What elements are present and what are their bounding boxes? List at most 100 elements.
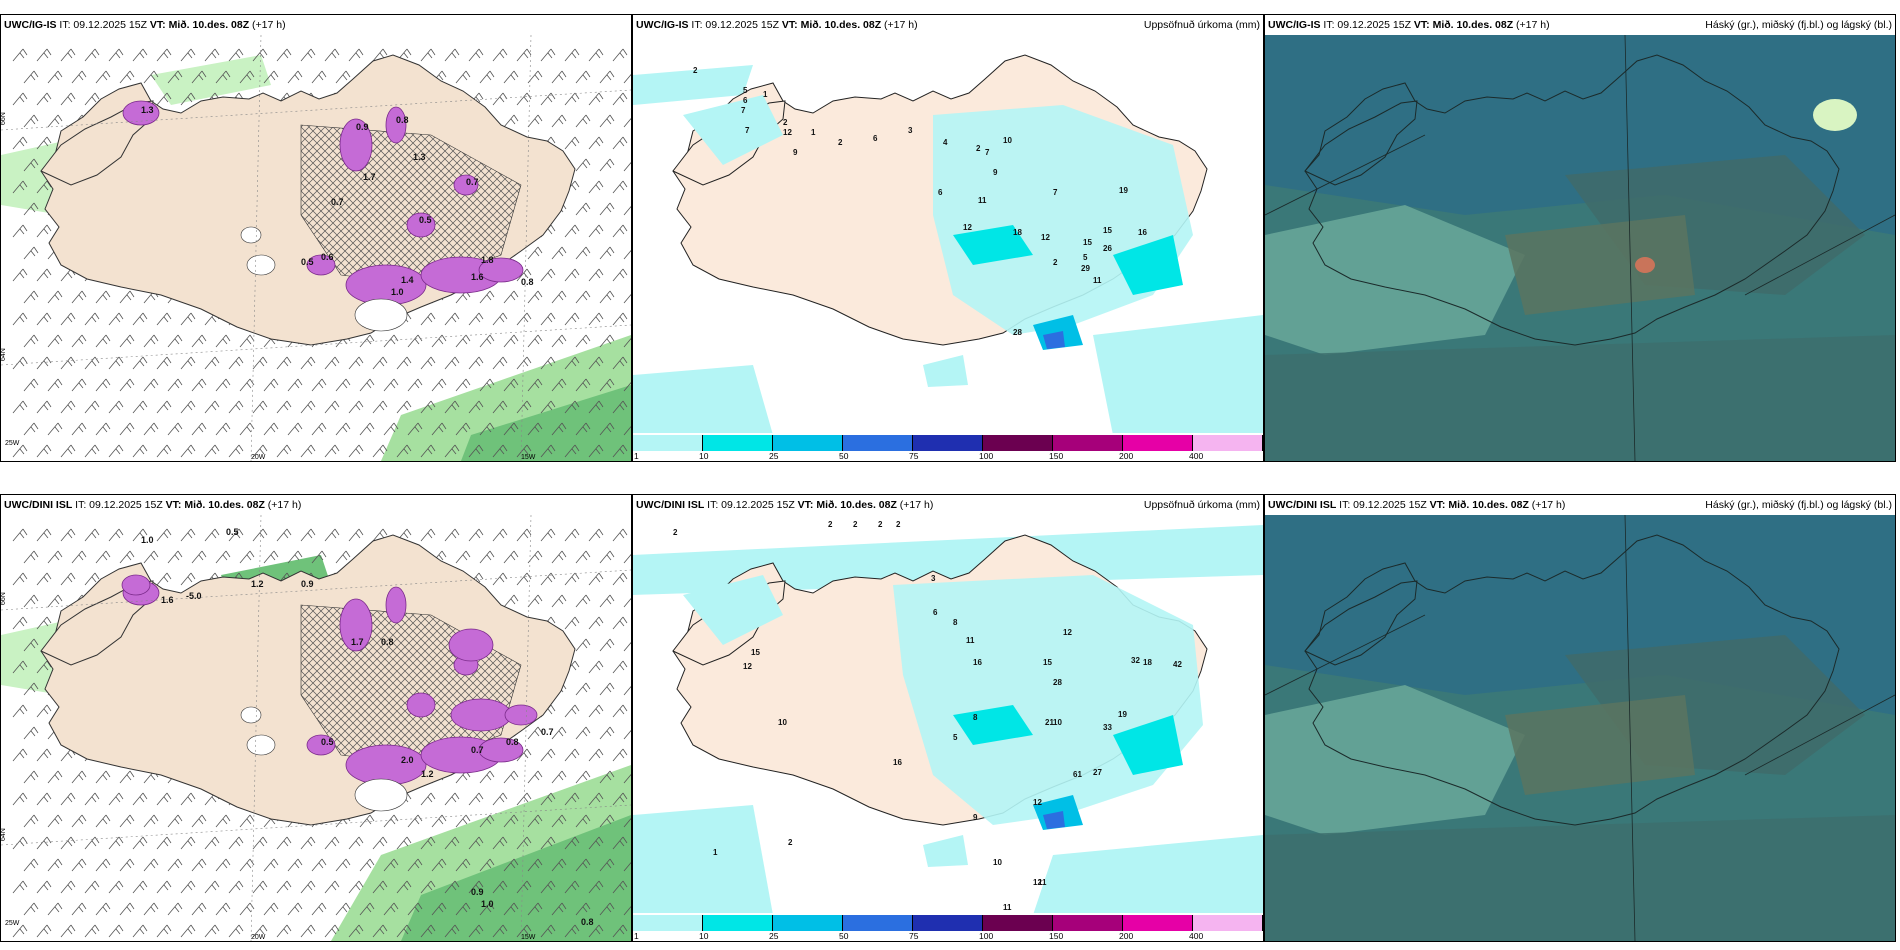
precip-value-label: 19 [1119, 186, 1128, 195]
field-title: Uppsöfnuð úrkoma (mm) [1143, 499, 1260, 511]
axis-label: 64N [1, 348, 7, 361]
precip-value-label: 6 [933, 608, 938, 617]
precip-area [1113, 235, 1183, 295]
model-name: UWC/DINI ISL [636, 499, 705, 511]
precip-area [633, 365, 773, 435]
precip-value-label: 12 [1033, 798, 1042, 807]
precip-value-label: 9 [993, 168, 998, 177]
precip-blob [504, 704, 538, 726]
colorbar-segment [773, 435, 843, 451]
cloud-layer [1265, 205, 1525, 355]
precip-value-label: 26 [1103, 244, 1112, 253]
colorbar-tick-label: 1 [634, 931, 639, 941]
colorbar-tick-label: 200 [1119, 931, 1134, 941]
colorbar-segment [983, 915, 1053, 931]
colorbar-segment [773, 915, 843, 931]
cloud-layer [1265, 685, 1525, 835]
colorbar-segment [843, 915, 913, 931]
colorbar-segment [1193, 915, 1263, 931]
precip-value-label: 15 [1043, 658, 1052, 667]
precip-value-label: 2 [1053, 258, 1058, 267]
wind-value-label: 0.8 [581, 917, 594, 927]
wind-value-label: 0.7 [541, 727, 554, 737]
precip-value-label: 1 [763, 90, 768, 99]
colorbar-tick-label: 100 [979, 451, 994, 461]
latitude-line [1, 804, 631, 846]
axis-label: 64N [1, 828, 7, 841]
colorbar-segment [843, 435, 913, 451]
precip-value-label: 21 [1045, 718, 1054, 727]
precip-value-label: 3 [908, 126, 913, 135]
precip-area [633, 805, 773, 915]
wind-value-label: 1.6 [471, 272, 484, 282]
cloud-layer [1505, 215, 1695, 315]
precip-value-label: 18 [1013, 228, 1022, 237]
colorbar-tick-label: 10 [699, 451, 709, 461]
colorbar-segment [633, 915, 703, 931]
glacier [354, 778, 408, 812]
latitude-line [1, 89, 631, 131]
precip-blob [306, 734, 336, 756]
glacier [240, 706, 262, 724]
precip-value-label: 2 [838, 138, 843, 147]
precip-blob [406, 212, 436, 238]
precip-value-label: 15 [1083, 238, 1092, 247]
precip-area [923, 355, 968, 387]
cloud-layer [1265, 815, 1895, 941]
colorbar-tick-label: 75 [909, 451, 919, 461]
precip-blob [385, 106, 407, 144]
precip-blob [339, 118, 373, 172]
colorbar-segment [913, 915, 983, 931]
precip-blob [306, 254, 336, 276]
precip-value-label: 15 [751, 648, 760, 657]
precip-value-label: 2 [828, 520, 833, 529]
precip-colorbar: 1 10 25 50 75 100 150 200 400 [633, 433, 1263, 461]
precip-colorbar: 1 10 25 50 75 100 150 200 400 [633, 913, 1263, 941]
precip-blob [385, 586, 407, 624]
valid-time: VT: Mið. 10.des. 08Z [149, 19, 250, 31]
precip-value-label: 12 [963, 223, 972, 232]
precip-value-label: 16 [893, 758, 902, 767]
precip-area [151, 55, 271, 105]
valid-time: VT: Mið. 10.des. 08Z [165, 499, 265, 511]
wind-value-label: 0.5 [321, 737, 334, 747]
precip-value-label: 12 [1063, 628, 1072, 637]
latitude-line [1, 324, 631, 366]
precip-blob [406, 692, 436, 718]
colorbar-tick-label: 150 [1049, 451, 1064, 461]
iceland-coastline [1304, 534, 1840, 826]
precip-value-label: 2 [896, 520, 901, 529]
precip-value-label: 1 [811, 128, 816, 137]
precip-blob [448, 628, 494, 662]
panel-precip-dini: UWC/DINI ISL IT: 09.12.2025 15Z VT: Mið.… [632, 494, 1264, 942]
precip-value-label: 11 [966, 636, 975, 645]
precip-value-label: 16 [973, 658, 982, 667]
longitude-line [520, 35, 532, 461]
precip-area [1033, 835, 1263, 915]
init-time: IT: 09.12.2025 15Z [75, 499, 163, 511]
wind-value-label: 1.7 [351, 637, 364, 647]
precip-value-label: 12 [1033, 878, 1042, 887]
wind-value-label: 1.2 [421, 769, 434, 779]
field-title: Uppsöfnuð úrkoma (mm) [1143, 19, 1260, 31]
precip-value-label: 9 [793, 148, 798, 157]
precip-blob [478, 737, 524, 763]
colorbar-tick-label: 10 [699, 931, 709, 941]
axis-label: 20W [251, 454, 266, 461]
model-name: UWC/IG-IS [636, 19, 689, 31]
precip-value-label: 2 [853, 520, 858, 529]
precip-blob [478, 257, 524, 283]
precip-value-label: 61 [1073, 770, 1082, 779]
colorbar-segment [913, 435, 983, 451]
field-title: Háský (gr.), miðský (fj.bl.) og lágský (… [1705, 19, 1892, 31]
lead-time: (+17 h) [252, 19, 286, 31]
precip-blob [453, 174, 479, 196]
lead-time: (+17 h) [884, 19, 918, 31]
wind-value-label: 0.9 [356, 122, 369, 132]
colorbar-tick-label: 50 [839, 451, 849, 461]
precip-value-label: 2 [788, 838, 793, 847]
precip-value-label: 6 [743, 96, 748, 105]
wind-value-label: 0.7 [471, 745, 484, 755]
cloud-layer [1635, 257, 1655, 273]
